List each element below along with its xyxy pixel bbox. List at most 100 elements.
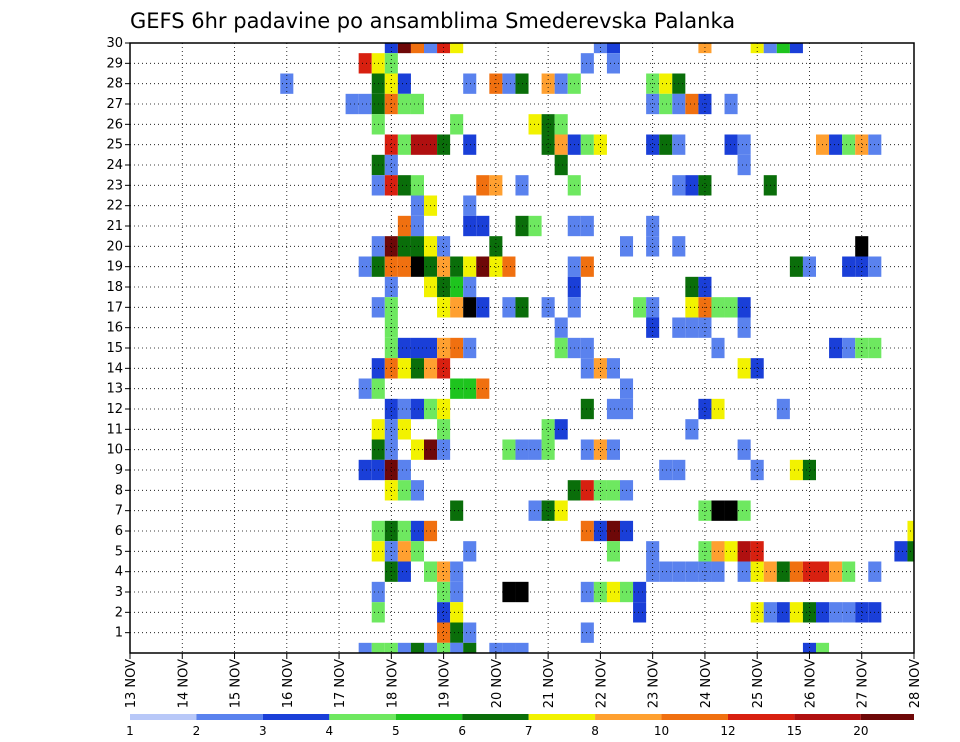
heatmap-cell <box>646 236 660 257</box>
x-tick-label: 21 NOV <box>542 659 557 708</box>
x-tick-label: 26 NOV <box>803 659 818 708</box>
legend-swatch <box>329 714 396 720</box>
legend-swatch <box>130 714 197 720</box>
y-tick-label: 28 <box>106 77 123 92</box>
heatmap-cell <box>685 93 699 115</box>
heatmap-cell <box>397 134 411 155</box>
y-tick-label: 8 <box>115 483 123 498</box>
heatmap-cell <box>541 134 555 155</box>
y-tick-label: 16 <box>106 321 123 336</box>
heatmap-cell <box>685 419 699 440</box>
legend-swatch <box>794 714 861 720</box>
heatmap-cell <box>463 337 477 359</box>
heatmap-cell <box>450 114 464 135</box>
heatmap-cell <box>750 358 764 379</box>
heatmap-cell <box>580 337 594 359</box>
heatmap-cell <box>541 114 555 135</box>
heatmap-cell <box>450 561 464 582</box>
heatmap-cell <box>593 480 607 501</box>
x-tick-label: 17 NOV <box>333 659 348 708</box>
heatmap-cell <box>659 93 673 115</box>
heatmap-cell <box>424 43 438 54</box>
y-tick-label: 26 <box>106 117 123 132</box>
heatmap-cell <box>437 256 451 277</box>
heatmap-cell <box>397 419 411 440</box>
x-tick-label: 20 NOV <box>490 659 505 708</box>
heatmap-cell <box>606 398 620 420</box>
heatmap-cell <box>358 642 372 653</box>
x-tick-label: 25 NOV <box>751 659 766 708</box>
heatmap-cell <box>384 480 398 501</box>
heatmap-cell <box>606 358 620 379</box>
heatmap-cell <box>554 134 568 155</box>
heatmap-cell <box>829 134 843 155</box>
heatmap-cell <box>463 134 477 155</box>
y-tick-label: 10 <box>106 443 123 458</box>
heatmap-cell <box>842 561 856 582</box>
heatmap-cell <box>397 43 411 54</box>
heatmap-cell <box>528 215 542 237</box>
legend-swatch <box>262 714 330 720</box>
heatmap-cell <box>724 541 738 562</box>
heatmap-cell <box>502 256 516 277</box>
heatmap-cell <box>515 642 529 653</box>
heatmap-cell <box>776 602 790 623</box>
heatmap-cell <box>646 215 660 237</box>
heatmap-cell <box>410 642 424 653</box>
heatmap-cell <box>489 236 503 257</box>
heatmap-cell <box>685 317 699 338</box>
heatmap-cell <box>384 358 398 379</box>
legend-swatch <box>661 714 728 720</box>
y-axis: 1234567891011121314151617181920212223242… <box>106 36 130 641</box>
heatmap-cell <box>789 43 803 54</box>
heatmap-cell <box>737 154 751 176</box>
heatmap-cell <box>463 276 477 298</box>
heatmap-cell <box>450 602 464 623</box>
heatmap-cell <box>737 561 751 582</box>
heatmap-cell <box>685 276 699 298</box>
heatmap-cell <box>450 581 464 603</box>
y-tick-label: 4 <box>115 565 123 580</box>
heatmap-cell <box>685 561 699 582</box>
heatmap-cell <box>580 134 594 155</box>
heatmap-cell <box>502 642 516 653</box>
heatmap-cell <box>384 134 398 155</box>
legend-label: 3 <box>259 724 267 738</box>
heatmap-cell <box>750 459 764 481</box>
heatmap-cell <box>829 561 843 582</box>
heatmap-cell <box>580 398 594 420</box>
heatmap-cell <box>580 581 594 603</box>
legend-swatch <box>860 714 914 720</box>
heatmap-cell <box>463 256 477 277</box>
heatmap-cell <box>397 93 411 115</box>
heatmap-cell <box>463 642 477 653</box>
heatmap-cell <box>698 43 712 54</box>
y-tick-label: 19 <box>106 260 123 275</box>
y-tick-label: 5 <box>115 544 123 559</box>
heatmap-cell <box>463 541 477 562</box>
heatmap-cell <box>410 195 424 216</box>
heatmap-cell <box>463 195 477 216</box>
legend-label: 20 <box>853 724 868 738</box>
heatmap-cell <box>358 53 372 74</box>
heatmap-cell <box>410 358 424 379</box>
x-tick-label: 22 NOV <box>594 659 609 708</box>
heatmap-cell <box>789 602 803 623</box>
y-tick-label: 30 <box>106 36 123 51</box>
heatmap-cell <box>606 43 620 54</box>
heatmap-cell <box>737 500 751 521</box>
x-tick-label: 27 NOV <box>856 659 871 708</box>
x-tick-label: 23 NOV <box>647 659 662 708</box>
heatmap-cell <box>358 378 372 399</box>
heatmap-cell <box>606 520 620 542</box>
heatmap-cell <box>410 93 424 115</box>
x-tick-label: 13 NOV <box>124 659 139 708</box>
heatmap-cell <box>685 297 699 318</box>
heatmap-cell <box>489 175 503 196</box>
heatmap-cell <box>384 154 398 176</box>
heatmap-cell <box>659 459 673 481</box>
heatmap-cell <box>384 236 398 257</box>
heatmap-cell <box>580 622 594 643</box>
y-tick-label: 12 <box>106 402 123 417</box>
